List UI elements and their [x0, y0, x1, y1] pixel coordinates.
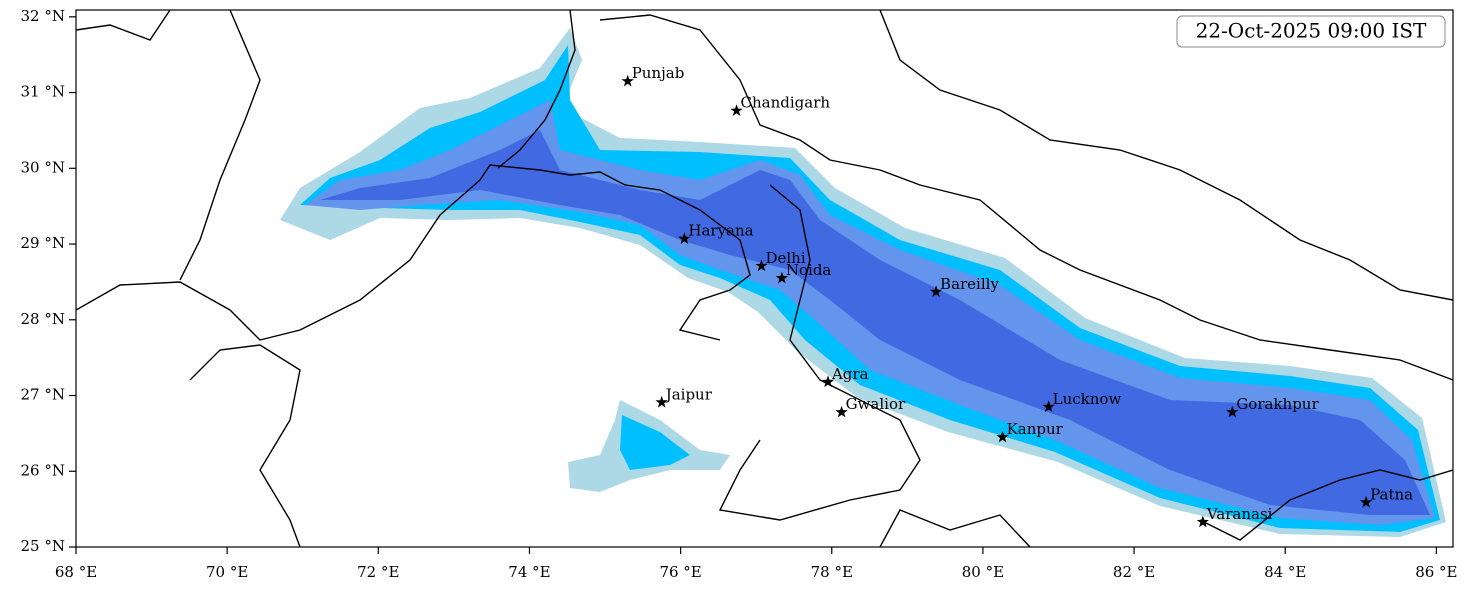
timestamp: 22-Oct-2025 09:00 IST [1196, 19, 1427, 43]
x-tick-label: 78 °E [811, 563, 853, 581]
y-tick-label: 26 °N [21, 461, 65, 479]
x-tick-label: 68 °E [55, 563, 97, 581]
y-tick-label: 30 °N [21, 158, 65, 176]
city-marker [775, 271, 789, 284]
y-tick-label: 31 °N [21, 83, 65, 101]
x-tick-label: 70 °E [206, 563, 248, 581]
y-tick-label: 32 °N [21, 7, 65, 25]
city-label: Gwalior [846, 395, 906, 413]
city-marker [655, 395, 668, 408]
timestamp-box [1176, 15, 1446, 48]
y-tick-label: 27 °N [21, 386, 65, 404]
x-tick-label: 86 °E [1415, 563, 1457, 581]
city-label: Bareilly [940, 275, 999, 293]
city-marker [835, 405, 848, 418]
city-label: Noida [786, 261, 832, 279]
x-tick-label: 74 °E [508, 563, 550, 581]
city-marker [755, 259, 768, 272]
y-tick-label: 25 °N [21, 537, 65, 555]
x-tick-label: 72 °E [357, 563, 399, 581]
city-marker [1042, 400, 1055, 413]
y-tick-label: 29 °N [21, 234, 65, 252]
y-tick-label: 28 °N [21, 310, 65, 328]
city-label: Chandigarh [741, 94, 831, 112]
city-label: Jaipur [664, 385, 713, 403]
map-frame [75, 9, 1454, 548]
city-label: Kanpur [1007, 420, 1064, 438]
city-label: Lucknow [1053, 390, 1122, 408]
city-marker [821, 375, 835, 388]
borders [76, 10, 1453, 547]
city-marker [730, 104, 743, 116]
city-label: Agra [831, 365, 869, 383]
city-marker [1359, 495, 1373, 508]
city-label: Punjab [632, 64, 685, 82]
city-label: Patna [1370, 485, 1413, 503]
city-marker [996, 430, 1009, 443]
city-label: Haryana [688, 222, 753, 240]
city-marker [621, 74, 634, 87]
city-marker [1226, 405, 1239, 418]
city-marker [929, 285, 943, 297]
x-tick-label: 76 °E [659, 563, 701, 581]
city-marker [1196, 515, 1209, 528]
x-tick-label: 80 °E [962, 563, 1004, 581]
city-label: Varanasi [1206, 505, 1273, 523]
precipitation [280, 28, 1446, 537]
x-tick-label: 82 °E [1113, 563, 1155, 581]
x-tick-label: 84 °E [1264, 563, 1306, 581]
city-label: Delhi [765, 249, 805, 267]
city-marker [678, 232, 691, 244]
city-label: Gorakhpur [1236, 395, 1319, 413]
